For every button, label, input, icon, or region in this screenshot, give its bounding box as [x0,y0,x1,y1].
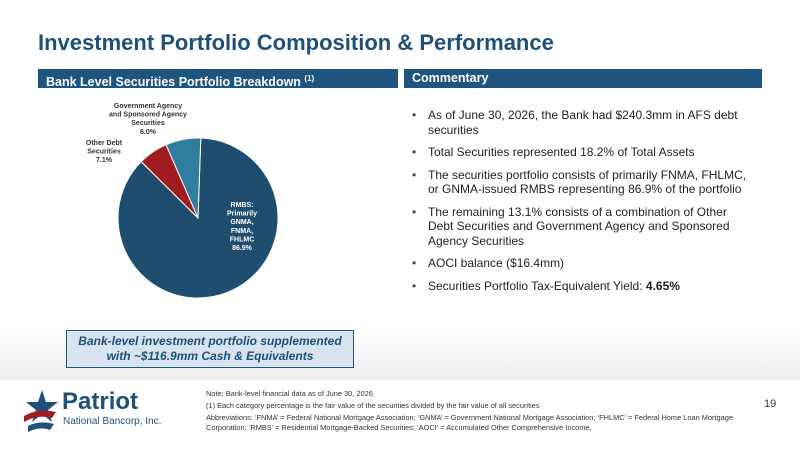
commentary-header: Commentary [404,69,762,88]
commentary-text: Securities Portfolio Tax-Equivalent Yiel… [428,278,646,293]
commentary-item: • The remaining 13.1% consists of a combi… [408,205,748,249]
callout-line-2: with ~$116.9mm Cash & Equivalents [106,349,314,363]
commentary-text: The securities portfolio consists of pri… [428,167,747,197]
slice-label-line: FHLMC [230,236,255,243]
commentary-emphasis: 4.65% [645,278,680,293]
portfolio-breakdown-header-label: Bank Level Securities Portfolio Breakdow… [46,75,301,90]
pie-slice [165,137,202,219]
company-logo: Patriot National Bancorp, Inc. [22,386,182,442]
slice-value-label: 6.0% [140,129,157,136]
commentary-text: Total Securities represented 18.2% of To… [428,145,695,159]
slice-label-line: Other Debt [86,140,123,147]
bullet-icon: • [412,278,417,293]
note-as-of: Note: Bank-level financial data as of Ju… [206,389,373,398]
slice-label-line: Primarily [227,211,257,218]
slice-label-line: FNMA, [231,228,253,235]
page-number: 19 [764,398,777,410]
commentary-item: • AOCI balance ($16.4mm) [408,256,748,271]
footnotes: Note: Bank-level financial data as of Ju… [206,389,746,435]
note-abbreviations: Abbreviations: ‘FNMA’ = Federal National… [206,413,733,432]
bullet-icon: • [412,256,417,270]
slice-label-line: Government Agency [114,103,182,110]
slice-label-line: RMBS: [231,202,254,209]
commentary-text: AOCI balance ($16.4mm) [428,256,565,270]
portfolio-pie-chart: RMBS: Primarily GNMA, FNMA, FHLMC 86.9% Govern… [86,103,279,299]
portfolio-breakdown-header: Bank Level Securities Portfolio Breakdow… [38,69,398,90]
bullet-icon: • [412,108,417,122]
note-footnote-1: (1) Each category percentage is the fair… [206,401,540,410]
slice-value-label: 86.9% [232,245,253,252]
slice-label-line: Securities [131,120,165,127]
commentary-item: • Securities Portfolio Tax-Equivalent Yie… [408,279,748,294]
slice-label: Government Agency and Sponsored Agency Sec… [109,103,187,136]
commentary-text: The remaining 13.1% consists of a combin… [428,204,730,248]
page-title: Investment Portfolio Composition & Perfo… [38,30,554,55]
bullet-icon: • [412,204,417,219]
slice-label-line: GNMA, [230,219,253,226]
slice-label: RMBS: Primarily GNMA, FNMA, FHLMC 86.9% [227,202,257,252]
slice-label: Other Debt Securities 7.1% [86,140,123,164]
commentary-header-label: Commentary [412,71,489,85]
commentary-item: • The securities portfolio consists of pr… [408,168,748,197]
cash-callout: Bank-level investment portfolio suppleme… [66,330,354,368]
bullet-icon: • [412,167,417,182]
commentary-item: • Total Securities represented 18.2% of T… [408,145,748,160]
slice-value-label: 7.1% [96,157,113,164]
logo-subtitle: National Bancorp, Inc. [63,416,162,427]
commentary-item: • As of June 30, 2026, the Bank had $240.… [408,108,748,137]
bullet-icon: • [412,145,417,159]
slice-label-line: Securities [87,149,121,156]
footnote-marker: (1) [304,74,315,83]
commentary-list: • As of June 30, 2026, the Bank had $240.… [408,108,748,301]
callout-line-1: Bank-level investment portfolio suppleme… [78,334,342,348]
logo-name: Patriot [62,388,139,415]
commentary-text: As of June 30, 2026, the Bank had $240.3… [428,108,738,137]
slice-label-line: and Sponsored Agency [109,112,187,119]
star-logo-icon [24,390,58,432]
